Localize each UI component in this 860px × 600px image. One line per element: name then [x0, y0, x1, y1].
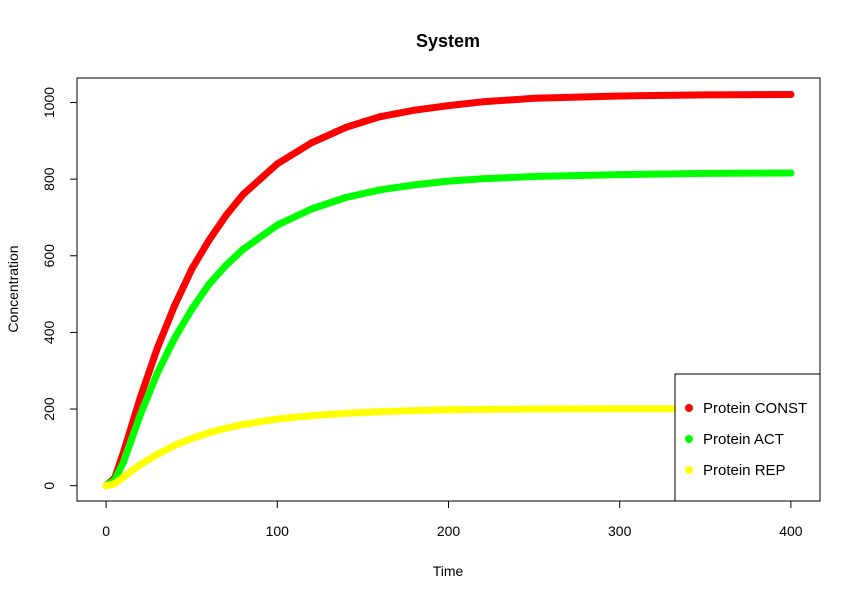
data-point-protein-const — [153, 344, 161, 352]
data-point-protein-rep — [136, 461, 144, 469]
data-point-protein-const — [376, 113, 384, 121]
data-point-protein-rep — [530, 405, 538, 413]
data-point-protein-act — [273, 221, 281, 229]
data-point-protein-const — [171, 302, 179, 310]
data-point-protein-act — [530, 172, 538, 180]
data-point-protein-rep — [342, 409, 350, 417]
data-point-protein-act — [222, 261, 230, 269]
y-tick-label: 200 — [41, 397, 57, 421]
y-tick-label: 400 — [41, 321, 57, 345]
data-point-protein-rep — [222, 424, 230, 432]
data-point-protein-rep — [111, 480, 119, 488]
data-point-protein-rep — [445, 406, 452, 414]
data-point-protein-const — [701, 91, 709, 99]
data-point-protein-const — [205, 236, 213, 244]
legend-marker — [685, 435, 693, 443]
data-point-protein-const — [342, 123, 350, 131]
data-point-protein-const — [445, 102, 452, 110]
data-point-protein-act — [171, 334, 179, 342]
data-point-protein-act — [479, 175, 487, 183]
y-axis-title: Concentration — [5, 245, 21, 332]
y-tick-label: 0 — [41, 482, 57, 490]
data-point-protein-act — [308, 205, 316, 213]
data-point-protein-const — [308, 139, 316, 147]
data-point-protein-rep — [205, 429, 213, 437]
legend: Protein CONST Protein ACT Protein REP — [674, 373, 821, 502]
legend-label: Protein REP — [703, 462, 786, 479]
y-tick-label: 1000 — [41, 87, 57, 118]
series-layer — [102, 90, 795, 490]
data-point-protein-rep — [479, 405, 487, 413]
data-point-protein-rep — [308, 412, 316, 420]
x-tick-label: 300 — [608, 523, 632, 539]
data-point-protein-rep — [376, 408, 384, 416]
data-point-protein-rep — [119, 473, 127, 481]
data-point-protein-const — [273, 160, 281, 168]
data-point-protein-const — [616, 92, 624, 100]
data-point-protein-act — [342, 194, 350, 202]
data-point-protein-rep — [273, 415, 281, 423]
data-point-protein-act — [376, 186, 384, 194]
data-point-protein-act — [188, 305, 196, 313]
data-point-protein-act — [239, 245, 247, 253]
legend-label: Protein CONST — [703, 400, 807, 417]
chart-title: System — [416, 31, 480, 51]
data-point-protein-act — [119, 459, 127, 467]
legend-marker — [685, 404, 693, 412]
data-point-protein-const — [479, 98, 487, 106]
data-point-protein-rep — [410, 407, 418, 415]
data-point-protein-act — [205, 281, 213, 289]
x-tick-label: 0 — [102, 523, 110, 539]
legend-box — [674, 373, 821, 502]
data-point-protein-const — [239, 190, 247, 198]
data-point-protein-act — [787, 169, 795, 177]
x-tick-label: 100 — [266, 523, 290, 539]
data-point-protein-rep — [188, 435, 196, 443]
x-tick-label: 200 — [437, 523, 461, 539]
data-point-protein-rep — [171, 441, 179, 449]
legend-label: Protein ACT — [703, 431, 784, 448]
data-point-protein-const — [136, 394, 144, 402]
data-point-protein-act — [410, 181, 418, 189]
data-point-protein-act — [445, 177, 452, 185]
data-point-protein-act — [616, 171, 624, 179]
data-point-protein-const — [530, 94, 538, 102]
y-tick-label: 800 — [41, 167, 57, 191]
data-point-protein-rep — [102, 482, 110, 490]
data-point-protein-act — [153, 369, 161, 377]
data-point-protein-rep — [153, 450, 161, 458]
data-point-protein-const — [222, 212, 230, 220]
data-point-protein-rep — [239, 420, 247, 428]
y-axis: 0 200 400 600 800 1000 — [41, 87, 78, 490]
data-point-protein-const — [410, 106, 418, 114]
y-tick-label: 600 — [41, 244, 57, 268]
x-axis-title: Time — [433, 563, 464, 579]
legend-marker — [685, 466, 693, 474]
data-point-protein-const — [188, 265, 196, 273]
data-point-protein-act — [701, 169, 709, 177]
data-point-protein-const — [787, 90, 795, 98]
data-point-protein-rep — [616, 405, 624, 413]
x-tick-label: 400 — [779, 523, 803, 539]
data-point-protein-act — [136, 411, 144, 419]
